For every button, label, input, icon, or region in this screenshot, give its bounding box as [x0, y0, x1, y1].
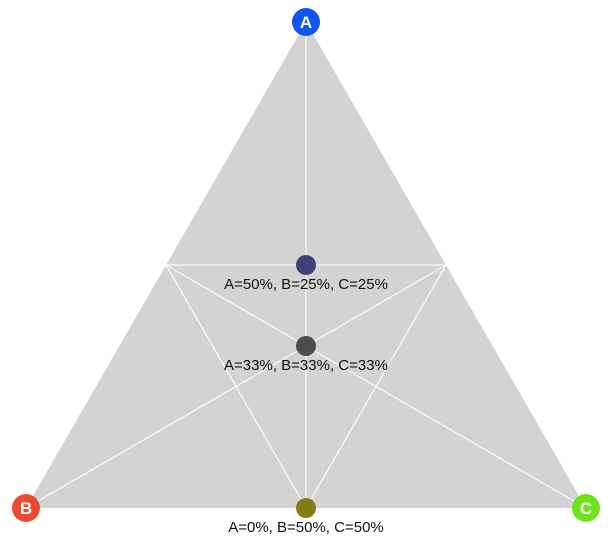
guide-line: [165, 264, 307, 509]
data-point-label: A=0%, B=50%, C=50%: [228, 519, 384, 536]
vertex-b-label: B: [20, 499, 32, 518]
data-point: [295, 335, 316, 356]
vertex-c-label: C: [580, 499, 592, 518]
vertex-b-marker: [12, 494, 40, 522]
data-point-label: A=33%, B=33%, C=33%: [224, 357, 388, 374]
vertex-a-marker: [292, 8, 320, 36]
vertex-a-label: A: [300, 13, 312, 32]
data-point: [296, 498, 316, 518]
vertex-c-marker: [572, 494, 600, 522]
data-points: A=50%, B=25%, C=25% A=33%, B=33%, C=33% A=…: [224, 255, 388, 536]
data-point-label: A=50%, B=25%, C=25%: [224, 276, 388, 293]
vertex-markers: A B C: [12, 8, 600, 522]
guide-line: [305, 264, 447, 509]
data-point: [296, 255, 316, 275]
